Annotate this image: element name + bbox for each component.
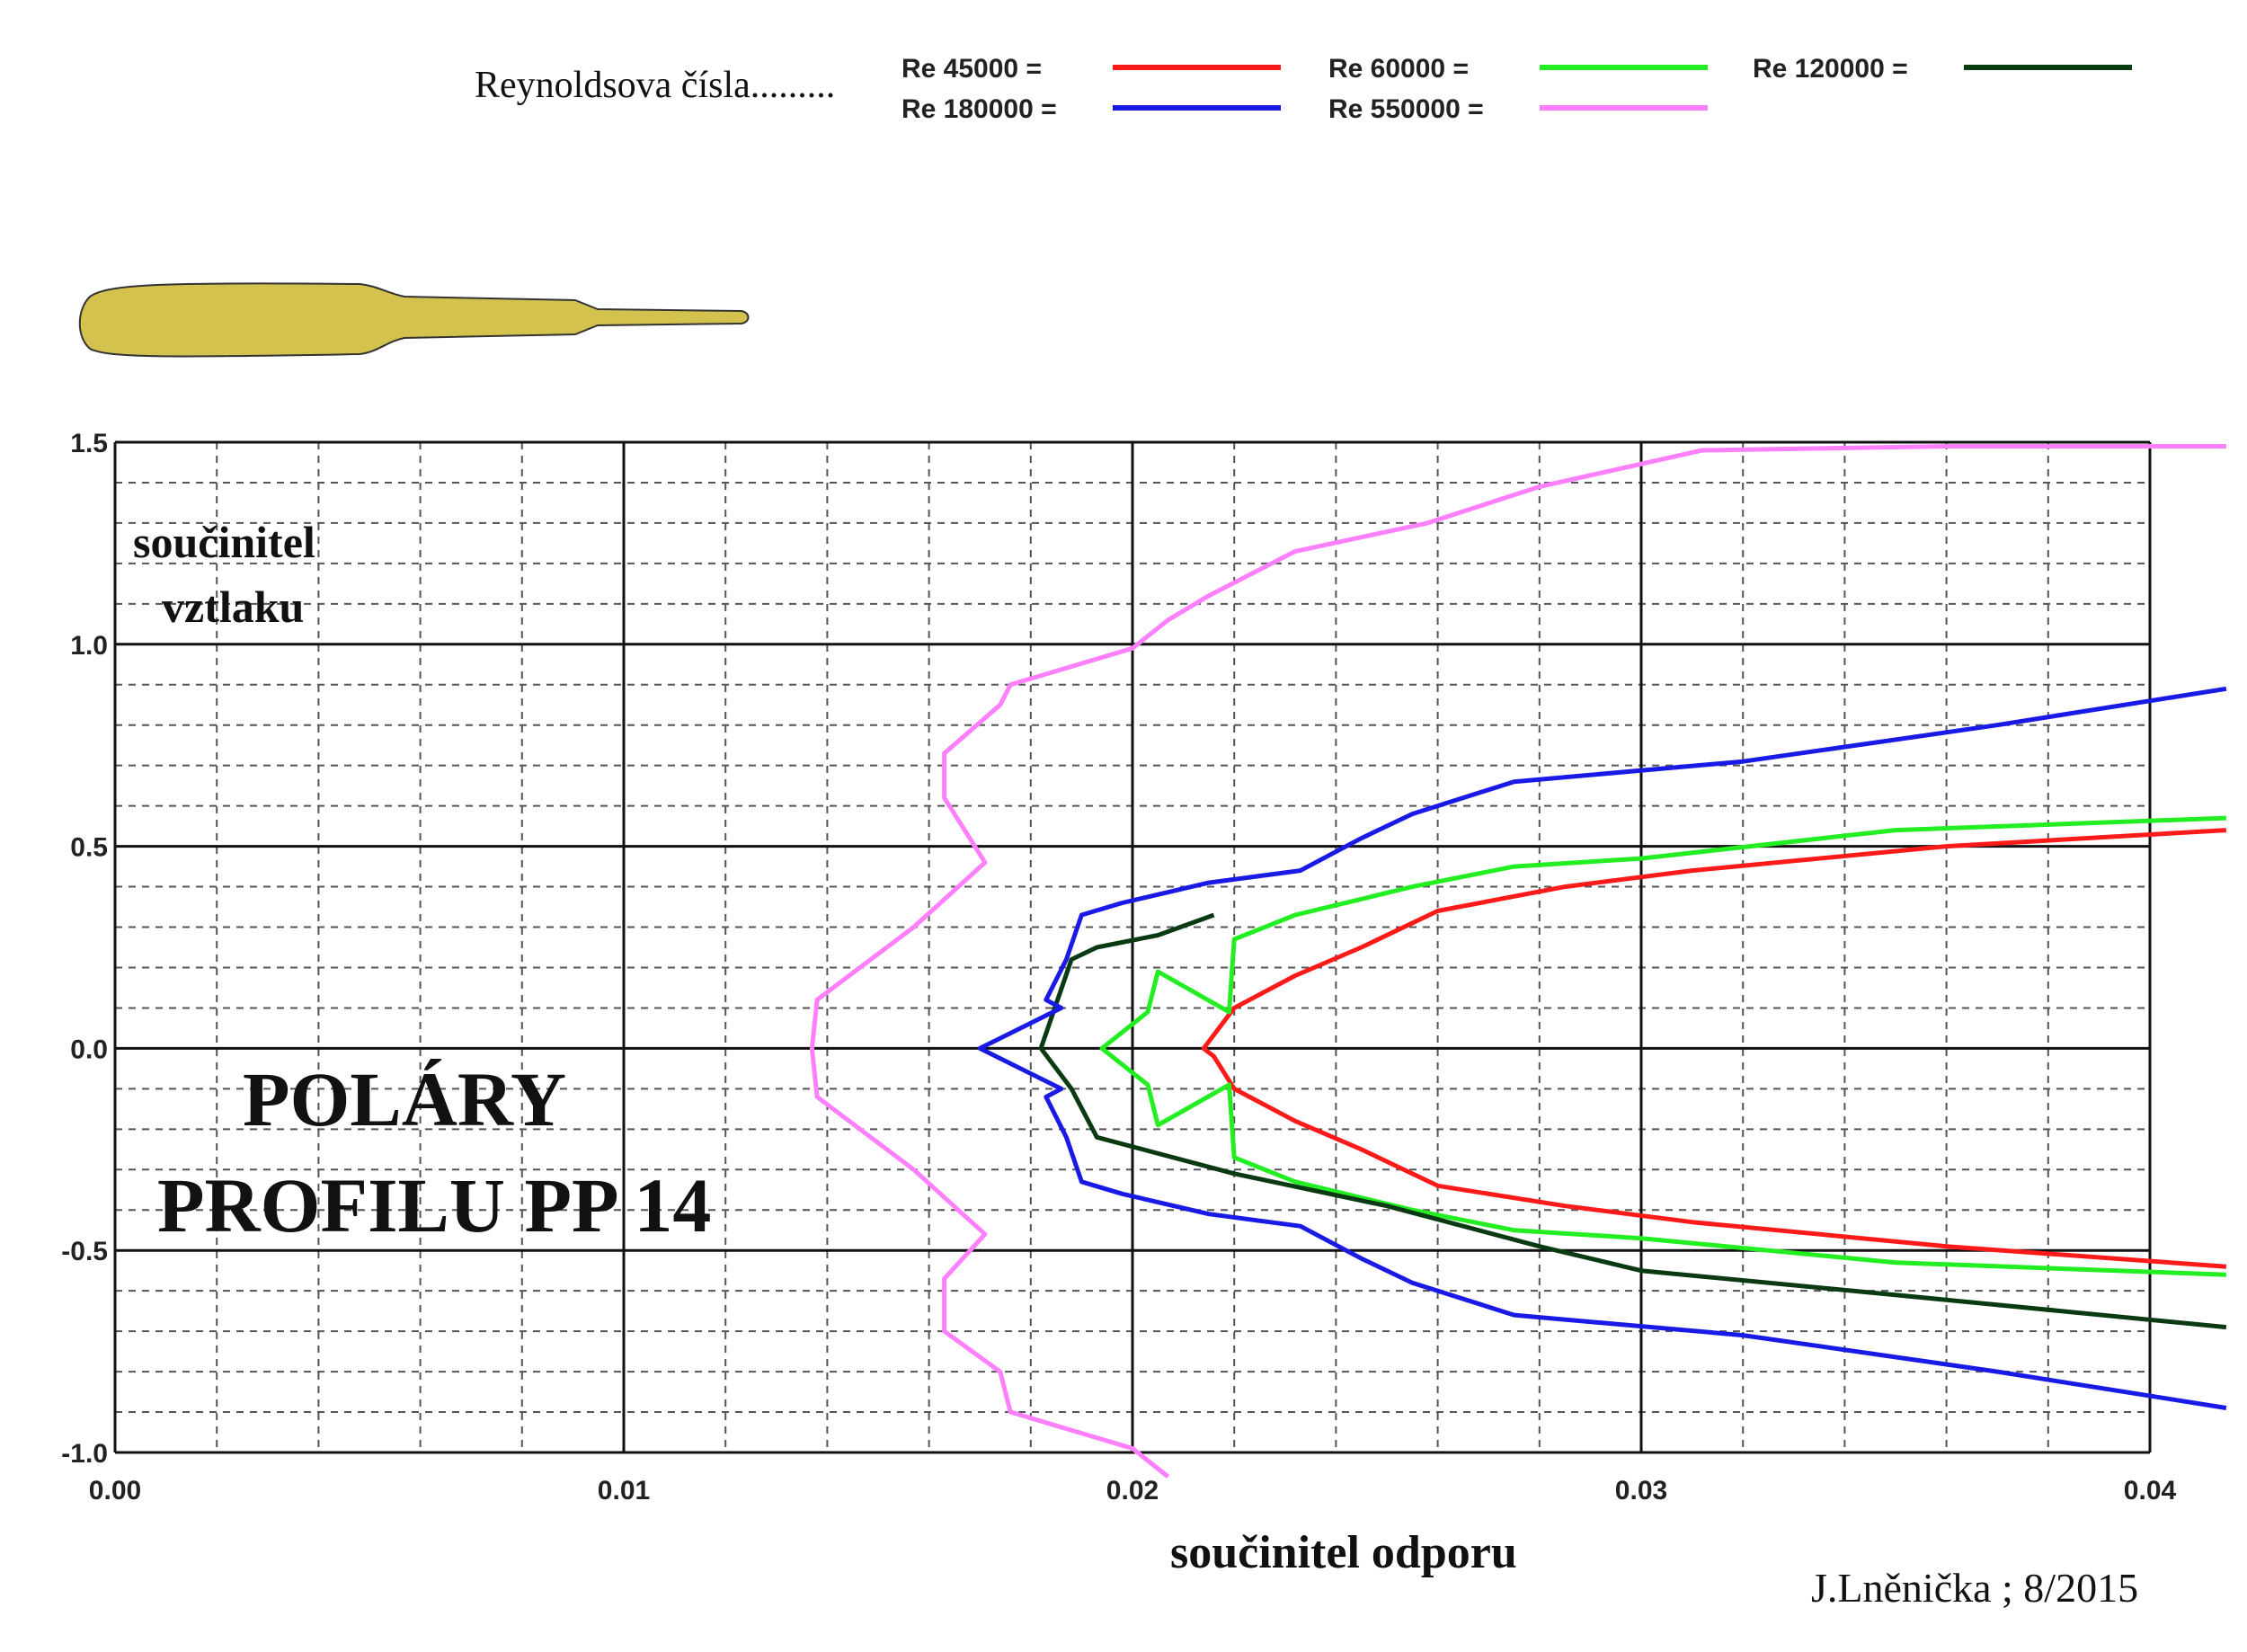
legend-label: Re 120000 = bbox=[1753, 54, 1908, 84]
series-line-4 bbox=[809, 444, 2226, 1479]
x-axis-label: součinitel odporu bbox=[1170, 1527, 1517, 1578]
legend-heading: Reynoldsova čísla......... bbox=[475, 65, 835, 106]
legend: Reynoldsova čísla......... Re 45000 = Re … bbox=[475, 54, 2132, 124]
legend-label: Re 550000 = bbox=[1328, 94, 1484, 124]
series-line-2 bbox=[1038, 912, 2227, 1330]
y-tick-label: -0.5 bbox=[61, 1237, 108, 1266]
y-axis-label-line1: součinitel bbox=[133, 517, 315, 567]
y-tick-label: 0.5 bbox=[70, 833, 108, 863]
y-tick-label: 1.0 bbox=[70, 631, 108, 661]
x-tick-label: 0.01 bbox=[598, 1476, 650, 1505]
y-axis-label-line2: vztlaku bbox=[162, 582, 304, 632]
y-tick-label: 1.5 bbox=[70, 429, 108, 458]
x-tick-label: 0.04 bbox=[2124, 1476, 2177, 1505]
series-line-3 bbox=[977, 686, 2227, 1410]
legend-entries: Re 45000 = Re 60000 = Re 120000 = Re 180000… bbox=[901, 54, 2132, 124]
airfoil-silhouette bbox=[78, 282, 750, 358]
y-tick-label: 0.0 bbox=[70, 1035, 108, 1064]
chart-title-line2: PROFILU PP 14 bbox=[157, 1162, 711, 1248]
tick-labels: 0.00 0.01 0.02 0.03 0.04 1.5 1.0 0.5 0.0 -0.5 -1.0 bbox=[61, 429, 2176, 1505]
x-tick-label: 0.03 bbox=[1615, 1476, 1667, 1505]
legend-label: Re 45000 = bbox=[901, 54, 1042, 84]
legend-label: Re 60000 = bbox=[1328, 54, 1469, 84]
series-line-1 bbox=[1099, 815, 2226, 1277]
y-tick-label: -1.0 bbox=[61, 1439, 108, 1469]
chart-title-line1: POLÁRY bbox=[243, 1056, 566, 1142]
series-line-0 bbox=[1201, 828, 2227, 1269]
x-tick-label: 0.00 bbox=[89, 1476, 141, 1505]
legend-label: Re 180000 = bbox=[901, 94, 1057, 124]
author-signature: J.Lněnička ; 8/2015 bbox=[1811, 1565, 2138, 1611]
plot-area: 0.00 0.01 0.02 0.03 0.04 1.5 1.0 0.5 0.0 -0.5 -1.0 bbox=[61, 429, 2227, 1505]
series-lines bbox=[809, 444, 2227, 1479]
major-gridlines bbox=[113, 440, 2152, 1454]
x-tick-label: 0.02 bbox=[1106, 1476, 1159, 1505]
